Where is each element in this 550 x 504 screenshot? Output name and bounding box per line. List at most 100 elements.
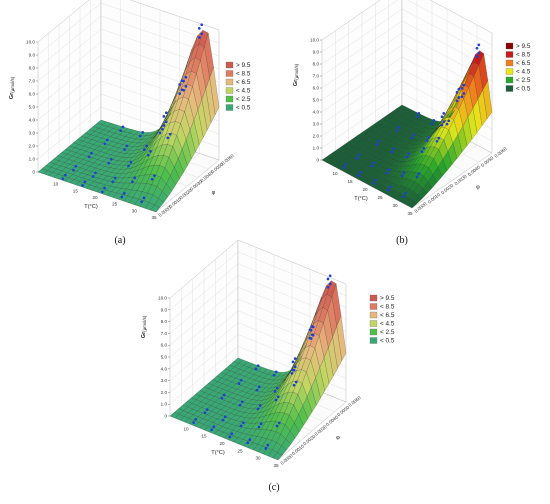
data-point	[223, 415, 227, 419]
data-point	[292, 383, 296, 387]
z-tick-label: 5.0	[313, 98, 320, 103]
z-tick-label: 2.0	[161, 390, 168, 395]
z-tick-label: 4.0	[29, 118, 36, 123]
data-point	[457, 87, 461, 91]
t-tick-label: 15	[347, 179, 353, 184]
legend-swatch	[505, 42, 514, 50]
data-point	[328, 282, 332, 286]
z-gridline	[37, 0, 220, 43]
data-point	[103, 142, 107, 146]
data-point	[161, 127, 164, 131]
data-point	[415, 115, 419, 119]
t-tick-label: 15	[201, 434, 207, 439]
z-tick-label: 6.0	[29, 92, 36, 97]
z-tick-label: 0	[316, 158, 319, 163]
data-point	[239, 378, 243, 382]
data-point	[138, 134, 142, 138]
data-point	[146, 153, 150, 157]
data-point	[455, 99, 459, 103]
t-tick-label: 10	[332, 171, 338, 176]
surface-cell	[407, 200, 418, 209]
t-tick-label: 15	[73, 188, 79, 193]
data-point	[462, 92, 466, 95]
legend-swatch	[369, 328, 378, 336]
t-tick-label: 10	[183, 426, 189, 431]
data-point	[389, 185, 392, 189]
z-axis-label-sub: (μmol/s)	[142, 315, 147, 331]
t-tick-label: 35	[151, 215, 157, 220]
legend-swatch	[505, 59, 514, 67]
data-point	[164, 120, 168, 124]
z-tick-label: 7.0	[313, 74, 320, 79]
data-point	[239, 424, 243, 428]
data-point	[266, 443, 270, 447]
surface	[37, 29, 220, 213]
legend-label: > 9.5	[380, 295, 395, 302]
phi-axis-label: φ	[336, 435, 340, 441]
data-point	[277, 421, 281, 425]
data-point	[460, 95, 464, 99]
z-tick-label: 8.0	[161, 319, 168, 324]
z-tick-label: 3.0	[29, 131, 36, 136]
z-tick-label: 5.0	[161, 355, 168, 360]
data-point	[63, 173, 67, 177]
data-point	[105, 138, 109, 142]
data-point	[168, 132, 172, 136]
panel-0: 0 1.0 2.0 3.0 4.0 5.0 6.0 7.0 8.0 9.0 10.0 10 15 20 25…	[9, 0, 251, 246]
z-tick-label: 6.0	[313, 86, 320, 91]
data-point	[274, 370, 278, 374]
t-tick-label: 35	[407, 211, 413, 216]
data-point	[182, 88, 185, 92]
legend-label: < 6.5	[516, 60, 531, 67]
data-point	[237, 382, 241, 385]
data-point	[178, 92, 182, 95]
legend-swatch	[369, 294, 378, 302]
data-point	[178, 83, 182, 86]
observed-points	[61, 23, 204, 204]
data-point	[374, 178, 377, 182]
data-point	[427, 136, 431, 139]
data-point	[392, 147, 396, 151]
data-point	[109, 157, 113, 161]
t-tick-label: 10	[53, 182, 59, 187]
t-tick-label: 35	[273, 463, 279, 468]
observed-points	[342, 43, 481, 198]
z-tick-label: 2.0	[313, 134, 320, 139]
data-point	[273, 390, 277, 393]
legend-label: < 2.5	[236, 96, 251, 103]
data-point	[127, 164, 130, 168]
legend-label: < 0.5	[516, 86, 531, 93]
z-tick-label: 0	[164, 414, 167, 419]
data-point	[142, 196, 146, 200]
z-axis-label: Gr(μmol/s)	[293, 63, 299, 86]
data-point	[309, 337, 313, 340]
data-point	[475, 55, 479, 58]
phi-axis-label: φ	[212, 190, 216, 196]
data-point	[107, 161, 111, 165]
data-point	[240, 400, 244, 404]
data-point	[275, 386, 279, 390]
legend-swatch	[369, 320, 378, 327]
data-point	[344, 162, 347, 166]
data-point	[162, 124, 166, 127]
data-point	[400, 174, 404, 178]
data-point	[111, 180, 115, 184]
data-point	[246, 441, 250, 445]
legend-swatch	[505, 76, 514, 84]
data-point	[372, 161, 376, 165]
data-point	[290, 372, 294, 375]
data-point	[81, 184, 84, 187]
data-point	[442, 120, 446, 124]
data-point	[142, 148, 146, 152]
data-point	[259, 422, 263, 426]
data-point	[90, 151, 93, 155]
data-point	[293, 365, 297, 369]
data-point	[435, 139, 439, 143]
t-tick-label: 25	[237, 448, 243, 453]
data-point	[254, 367, 258, 371]
legend-label: < 4.5	[516, 69, 531, 76]
panel-label: (a)	[114, 235, 125, 246]
data-point	[197, 36, 201, 39]
data-point	[410, 136, 414, 140]
